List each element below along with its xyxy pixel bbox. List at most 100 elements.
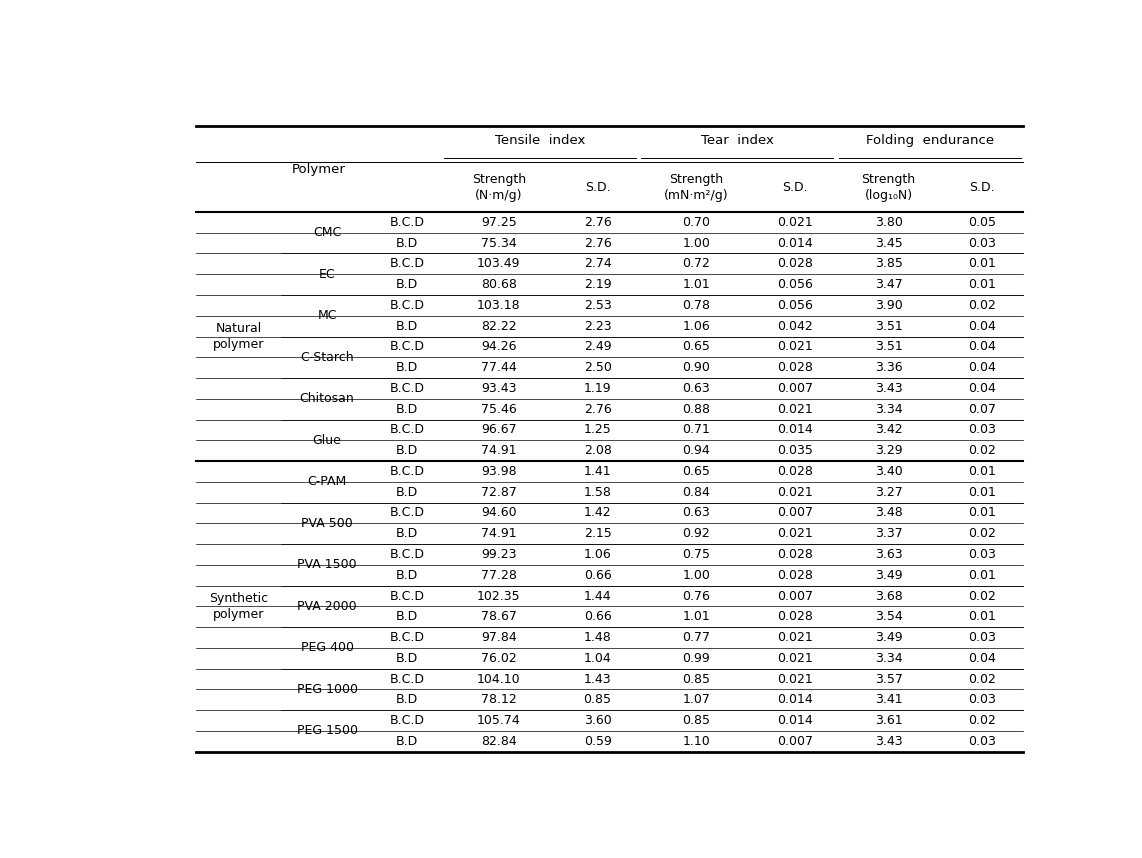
Text: 0.028: 0.028 <box>777 361 813 374</box>
Text: 82.22: 82.22 <box>481 320 516 333</box>
Text: B.D: B.D <box>396 693 418 706</box>
Text: 1.43: 1.43 <box>584 673 611 686</box>
Text: 105.74: 105.74 <box>477 714 521 727</box>
Text: 80.68: 80.68 <box>481 278 517 291</box>
Text: B.C.D: B.C.D <box>389 506 425 519</box>
Text: Tear  index: Tear index <box>701 135 774 148</box>
Text: 0.04: 0.04 <box>968 341 996 353</box>
Text: 94.60: 94.60 <box>481 506 516 519</box>
Text: PEG 1000: PEG 1000 <box>297 683 357 696</box>
Text: 0.02: 0.02 <box>968 673 996 686</box>
Text: Chitosan: Chitosan <box>299 392 354 405</box>
Text: 1.07: 1.07 <box>682 693 710 706</box>
Text: 3.45: 3.45 <box>875 237 902 250</box>
Text: 0.01: 0.01 <box>968 465 996 478</box>
Text: 2.76: 2.76 <box>584 402 611 415</box>
Text: 0.66: 0.66 <box>584 610 611 623</box>
Text: 1.41: 1.41 <box>584 465 611 478</box>
Text: PVA 500: PVA 500 <box>301 517 353 530</box>
Text: 0.65: 0.65 <box>682 341 710 353</box>
Text: 0.014: 0.014 <box>777 237 813 250</box>
Text: 0.014: 0.014 <box>777 693 813 706</box>
Text: B.C.D: B.C.D <box>389 548 425 561</box>
Text: B.C.D: B.C.D <box>389 589 425 602</box>
Text: 97.25: 97.25 <box>481 216 517 229</box>
Text: B.C.D: B.C.D <box>389 216 425 229</box>
Text: 1.58: 1.58 <box>584 486 611 498</box>
Text: B.D: B.D <box>396 652 418 665</box>
Text: 0.77: 0.77 <box>682 631 710 644</box>
Text: B.D: B.D <box>396 610 418 623</box>
Text: 0.04: 0.04 <box>968 652 996 665</box>
Text: 0.01: 0.01 <box>968 257 996 270</box>
Text: B.D: B.D <box>396 569 418 582</box>
Text: 0.04: 0.04 <box>968 382 996 395</box>
Text: 2.50: 2.50 <box>584 361 611 374</box>
Text: 0.03: 0.03 <box>968 734 996 748</box>
Text: B.D: B.D <box>396 486 418 498</box>
Text: 3.41: 3.41 <box>875 693 902 706</box>
Text: 0.01: 0.01 <box>968 486 996 498</box>
Text: B.D: B.D <box>396 237 418 250</box>
Text: 0.007: 0.007 <box>777 506 813 519</box>
Text: 78.67: 78.67 <box>481 610 517 623</box>
Text: C-PAM: C-PAM <box>307 475 347 488</box>
Text: PVA 1500: PVA 1500 <box>297 559 357 571</box>
Text: 0.99: 0.99 <box>683 652 710 665</box>
Text: 3.90: 3.90 <box>875 299 902 312</box>
Text: 0.02: 0.02 <box>968 589 996 602</box>
Text: 0.88: 0.88 <box>682 402 710 415</box>
Text: 3.63: 3.63 <box>875 548 902 561</box>
Text: 0.02: 0.02 <box>968 714 996 727</box>
Text: B.D: B.D <box>396 278 418 291</box>
Text: 0.021: 0.021 <box>777 486 813 498</box>
Text: 72.87: 72.87 <box>481 486 517 498</box>
Text: 0.056: 0.056 <box>777 299 813 312</box>
Text: 96.67: 96.67 <box>481 424 516 437</box>
Text: 0.07: 0.07 <box>968 402 996 415</box>
Text: CMC: CMC <box>313 227 341 239</box>
Text: B.D: B.D <box>396 444 418 457</box>
Text: 82.84: 82.84 <box>481 734 517 748</box>
Text: Strength
(mN·m²/g): Strength (mN·m²/g) <box>664 172 729 202</box>
Text: 0.01: 0.01 <box>968 610 996 623</box>
Text: 0.021: 0.021 <box>777 652 813 665</box>
Text: 1.42: 1.42 <box>584 506 611 519</box>
Text: 1.00: 1.00 <box>682 237 710 250</box>
Text: 0.02: 0.02 <box>968 299 996 312</box>
Text: 97.84: 97.84 <box>481 631 517 644</box>
Text: B.C.D: B.C.D <box>389 299 425 312</box>
Text: B.C.D: B.C.D <box>389 257 425 270</box>
Text: PEG 400: PEG 400 <box>300 642 354 655</box>
Text: 0.028: 0.028 <box>777 548 813 561</box>
Text: 103.49: 103.49 <box>477 257 521 270</box>
Text: Natural
polymer: Natural polymer <box>212 322 264 351</box>
Text: 0.85: 0.85 <box>682 714 710 727</box>
Text: 3.29: 3.29 <box>875 444 902 457</box>
Text: 3.42: 3.42 <box>875 424 902 437</box>
Text: 0.021: 0.021 <box>777 341 813 353</box>
Text: PVA 2000: PVA 2000 <box>297 600 357 613</box>
Text: 76.02: 76.02 <box>481 652 517 665</box>
Text: 0.042: 0.042 <box>777 320 813 333</box>
Text: 2.08: 2.08 <box>584 444 611 457</box>
Text: S.D.: S.D. <box>970 181 995 194</box>
Text: 2.53: 2.53 <box>584 299 611 312</box>
Text: 0.028: 0.028 <box>777 569 813 582</box>
Text: 0.94: 0.94 <box>683 444 710 457</box>
Text: 75.34: 75.34 <box>481 237 517 250</box>
Text: 3.36: 3.36 <box>875 361 902 374</box>
Text: 3.68: 3.68 <box>875 589 902 602</box>
Text: 0.01: 0.01 <box>968 278 996 291</box>
Text: 0.71: 0.71 <box>682 424 710 437</box>
Text: 78.12: 78.12 <box>481 693 517 706</box>
Text: 0.03: 0.03 <box>968 237 996 250</box>
Text: Strength
(N·m/g): Strength (N·m/g) <box>472 172 526 202</box>
Text: 0.014: 0.014 <box>777 424 813 437</box>
Text: 0.76: 0.76 <box>682 589 710 602</box>
Text: B.D: B.D <box>396 320 418 333</box>
Text: 3.43: 3.43 <box>875 382 902 395</box>
Text: 0.028: 0.028 <box>777 465 813 478</box>
Text: B.D: B.D <box>396 402 418 415</box>
Text: Synthetic
polymer: Synthetic polymer <box>209 592 268 621</box>
